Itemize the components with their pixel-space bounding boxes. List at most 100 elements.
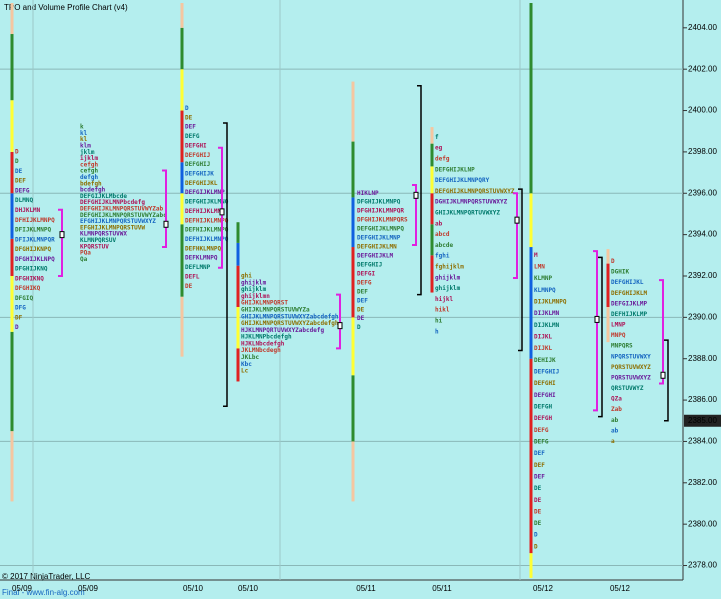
tpo-row: D bbox=[534, 532, 538, 539]
tpo-row: DEFGHIJ bbox=[185, 152, 210, 159]
tpo-row: DFGHIJKLMNPQRS bbox=[357, 217, 408, 224]
y-tick-label: 2404.00 bbox=[688, 23, 717, 32]
tpo-row: DE bbox=[357, 315, 365, 322]
tpo-row: DFGHIJKLMNPQ bbox=[357, 199, 401, 206]
tpo-row: LMN bbox=[534, 263, 545, 270]
poc-marker bbox=[59, 231, 65, 239]
profile-segment bbox=[606, 307, 610, 343]
profile-segment bbox=[430, 127, 434, 144]
y-tick-label: 2378.00 bbox=[688, 561, 717, 570]
tpo-row: DEFGHI bbox=[185, 142, 207, 149]
tpo-row: Qa bbox=[80, 256, 88, 263]
tpo-row: DEFG bbox=[534, 438, 549, 445]
tpo-row: DE bbox=[15, 168, 23, 175]
tpo-row: GHIJKLMNPQRTUVWXYZ bbox=[435, 210, 500, 217]
tpo-row: D bbox=[534, 543, 538, 550]
poc-marker bbox=[163, 220, 169, 228]
value-area-bracket bbox=[162, 169, 167, 249]
tpo-row: DEFGHIJ bbox=[357, 261, 382, 268]
profile-segment bbox=[430, 224, 434, 256]
profile-segment bbox=[10, 34, 14, 101]
tpo-row: bdefgh bbox=[80, 180, 102, 187]
profile-segment bbox=[430, 255, 434, 293]
tpo-row: M bbox=[534, 252, 538, 259]
profile-segment bbox=[606, 263, 610, 308]
tpo-rows: f eg defg DEFGHIJKLNP DEFGHIJKLMNPQRY DEFGHIJ… bbox=[435, 134, 515, 335]
tpo-row: DFIJKLMNPQR bbox=[15, 236, 55, 243]
tpo-row: klm bbox=[80, 142, 91, 149]
tpo-rows: M LMN KLMNP KLMNPQ DIJKLMNPQ DIJKLMN DIJKLMN DI… bbox=[534, 252, 567, 551]
tpo-row: DFHIJKLMNPQ bbox=[15, 217, 55, 224]
tpo-row: DEFGHIJKLMNPbcdefg bbox=[80, 199, 145, 206]
y-tick-label: 2380.00 bbox=[688, 519, 717, 528]
tpo-row: GHIJKLMNPQRSTUVWXYZabcdefgh bbox=[241, 313, 339, 320]
tpo-row: ab bbox=[611, 417, 619, 424]
tpo-row: DEFGI bbox=[357, 270, 375, 277]
tpo-row: DEFGHIJKLMNQ bbox=[185, 199, 229, 206]
poc-marker bbox=[219, 208, 225, 216]
tpo-row: fghi bbox=[435, 253, 450, 260]
tpo-row: QRSTUVWYZ bbox=[611, 385, 644, 392]
tpo-rows: ghighijklmghijklmghijklmnGHIJKLMNPQRSTGH… bbox=[241, 272, 339, 374]
tpo-row: DEFGHI bbox=[534, 392, 556, 399]
value-area-bracket bbox=[412, 183, 417, 246]
profile-segment bbox=[351, 81, 355, 142]
profile-segment bbox=[180, 110, 184, 163]
tpo-rows: HIKLNP DFGHIJKLMNPQ DFGHIJKLMNPQR DFGHIJKLM… bbox=[357, 190, 408, 331]
tpo-row: DEFHIJKLMNPQ bbox=[185, 236, 229, 243]
profile-segment bbox=[10, 193, 14, 239]
chart-title: TPO and Volume Profile Chart (v4) bbox=[4, 3, 128, 12]
tpo-row: DEFGHI bbox=[534, 380, 556, 387]
tpo-row: PQRSTUVWXYZ bbox=[611, 374, 651, 381]
tpo-row: DEFGHIJKLMNPQRY bbox=[435, 177, 490, 184]
profile-segment bbox=[10, 275, 14, 332]
tpo-row: D bbox=[611, 258, 615, 265]
tpo-row: DEFKLMNPQ bbox=[185, 255, 218, 262]
tpo-row: DEFGH bbox=[534, 403, 552, 410]
tpo-row: NPQRSTUVWXY bbox=[611, 353, 651, 360]
tpo-row: DEF bbox=[534, 473, 545, 480]
tpo-row: cefgh bbox=[80, 168, 98, 175]
profile-segment bbox=[180, 69, 184, 111]
tpo-row: EFGHIJKLMNPQRSTUVWXYZ bbox=[80, 218, 156, 225]
tpo-row: DE bbox=[185, 283, 193, 290]
profile-segment bbox=[180, 27, 184, 70]
tpo-row: JKLbc bbox=[241, 354, 259, 361]
tpo-rows: DDDEDEFDEFGDLMNQDHJKLMNDFHIJKLMNPQDFIJKL… bbox=[15, 148, 55, 331]
tpo-row: PQa bbox=[80, 250, 91, 257]
tpo-row: DEF bbox=[534, 450, 545, 457]
tpo-row: ijklm bbox=[80, 155, 98, 162]
tpo-row: ab bbox=[435, 220, 443, 227]
tpo-row: hi bbox=[435, 318, 443, 325]
tpo-row: HJKLMNPQRTUVWXYZabcdefg bbox=[241, 327, 324, 334]
tpo-row: DEFGHIJ bbox=[534, 368, 559, 375]
tpo-row: KLMNPQ bbox=[534, 287, 556, 294]
poc-marker bbox=[514, 216, 520, 224]
tpo-row: ghijklm bbox=[435, 285, 461, 292]
tpo-row: DEFGHIJKLMNPQRSTUVWXYZ bbox=[435, 188, 515, 195]
y-tick-label: 2396.00 bbox=[688, 188, 717, 197]
tpo-row: DE bbox=[534, 497, 542, 504]
copyright: © 2017 NinjaTrader, LLC bbox=[2, 572, 91, 581]
tpo-row: ghijklm bbox=[241, 286, 267, 293]
x-tick-label: 05/09 bbox=[12, 584, 33, 593]
x-tick-label: 05/09 bbox=[78, 584, 99, 593]
profile-segment bbox=[180, 193, 184, 225]
tpo-row: DEFGIJKLMbcde bbox=[80, 193, 127, 200]
y-tick-label: 2398.00 bbox=[688, 147, 717, 156]
profile-segment bbox=[180, 3, 184, 28]
profile-segment bbox=[236, 348, 240, 382]
y-tick-label: 2394.00 bbox=[688, 230, 717, 239]
y-tick-label: 2402.00 bbox=[688, 64, 717, 73]
tpo-row: DFGHIKNQ bbox=[15, 275, 44, 282]
x-tick-label: 05/12 bbox=[533, 584, 554, 593]
y-tick-label: 2382.00 bbox=[688, 478, 717, 487]
tpo-row: LMNP bbox=[611, 322, 626, 329]
tpo-row: Lc bbox=[241, 368, 249, 375]
profile-segment bbox=[236, 265, 240, 308]
x-tick-label: 05/11 bbox=[356, 584, 376, 593]
tpo-row: jklm bbox=[80, 149, 95, 156]
profile-segment bbox=[10, 238, 14, 276]
profile-segment bbox=[236, 307, 240, 349]
